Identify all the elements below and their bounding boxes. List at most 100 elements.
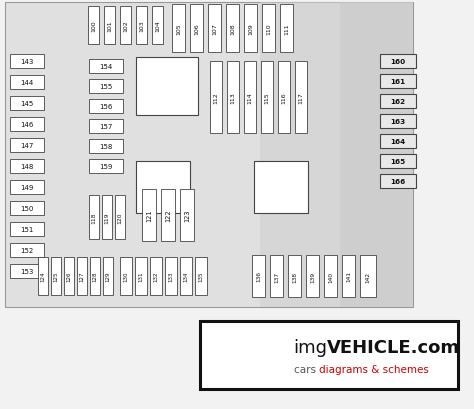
Text: 116: 116 xyxy=(282,92,286,103)
Text: 162: 162 xyxy=(391,99,406,105)
Bar xyxy=(262,5,275,53)
Text: 151: 151 xyxy=(20,227,34,232)
Bar xyxy=(10,160,44,173)
Text: 113: 113 xyxy=(230,92,236,103)
Text: 142: 142 xyxy=(365,271,371,282)
Bar xyxy=(88,7,99,45)
Bar xyxy=(288,255,301,297)
Text: 160: 160 xyxy=(391,59,406,65)
Text: 128: 128 xyxy=(92,271,98,281)
Bar xyxy=(172,5,185,53)
Bar xyxy=(136,7,147,45)
Text: 156: 156 xyxy=(100,104,113,110)
Bar xyxy=(342,255,355,297)
Text: 109: 109 xyxy=(248,23,253,35)
Text: cars: cars xyxy=(294,364,319,374)
Text: 138: 138 xyxy=(292,271,297,282)
Bar xyxy=(5,3,413,307)
Text: 122: 122 xyxy=(165,209,171,222)
Bar xyxy=(280,5,293,53)
Text: 126: 126 xyxy=(66,271,72,281)
Bar xyxy=(200,321,458,389)
Bar xyxy=(64,257,74,295)
Bar xyxy=(306,255,319,297)
Bar xyxy=(270,255,283,297)
Bar xyxy=(38,257,48,295)
Text: 115: 115 xyxy=(264,92,270,103)
Bar xyxy=(252,255,265,297)
Bar xyxy=(10,76,44,90)
Text: 143: 143 xyxy=(20,59,34,65)
Bar xyxy=(90,257,100,295)
Text: 150: 150 xyxy=(20,205,34,211)
Text: 157: 157 xyxy=(100,124,113,130)
Text: 145: 145 xyxy=(20,101,34,107)
Text: 100: 100 xyxy=(91,20,96,32)
Bar xyxy=(10,243,44,257)
Bar xyxy=(208,5,221,53)
Bar xyxy=(380,75,416,89)
Polygon shape xyxy=(260,3,413,307)
Bar xyxy=(135,257,147,295)
Bar xyxy=(10,202,44,216)
Bar xyxy=(136,162,190,213)
Bar xyxy=(195,257,207,295)
Text: 164: 164 xyxy=(391,139,406,145)
Text: 112: 112 xyxy=(213,92,219,103)
Bar xyxy=(77,257,87,295)
Text: diagrams & schemes: diagrams & schemes xyxy=(319,364,429,374)
Text: 103: 103 xyxy=(139,20,144,32)
Bar xyxy=(89,120,123,134)
Text: 130: 130 xyxy=(124,271,128,281)
Bar xyxy=(161,189,175,241)
Text: 125: 125 xyxy=(54,271,58,281)
Bar xyxy=(150,257,162,295)
Text: 102: 102 xyxy=(123,20,128,32)
Bar xyxy=(226,5,239,53)
Bar xyxy=(261,62,273,134)
Text: 110: 110 xyxy=(266,23,271,35)
Bar xyxy=(180,189,194,241)
Text: 165: 165 xyxy=(391,159,406,164)
Bar xyxy=(380,155,416,169)
Text: 105: 105 xyxy=(176,23,181,35)
Text: 119: 119 xyxy=(104,212,109,223)
Bar xyxy=(120,257,132,295)
Bar xyxy=(89,160,123,173)
Text: 154: 154 xyxy=(100,64,113,70)
Text: 139: 139 xyxy=(310,271,315,282)
Bar xyxy=(102,196,112,239)
Bar xyxy=(10,118,44,132)
Text: VEHICLE.com: VEHICLE.com xyxy=(327,338,460,356)
Text: 129: 129 xyxy=(106,271,110,281)
Text: img: img xyxy=(293,338,327,356)
Bar xyxy=(227,62,239,134)
Text: 146: 146 xyxy=(20,122,34,128)
Text: 166: 166 xyxy=(391,179,406,184)
Bar xyxy=(380,55,416,69)
Text: 134: 134 xyxy=(183,271,189,281)
Text: 159: 159 xyxy=(100,164,113,170)
Text: 117: 117 xyxy=(299,92,303,103)
Text: 120: 120 xyxy=(118,212,122,223)
Text: 141: 141 xyxy=(346,271,351,282)
Text: 131: 131 xyxy=(138,271,144,281)
Bar xyxy=(380,135,416,148)
Polygon shape xyxy=(340,3,413,307)
Text: 106: 106 xyxy=(194,23,199,35)
Bar xyxy=(360,255,376,297)
Text: 108: 108 xyxy=(230,23,235,35)
Text: 148: 148 xyxy=(20,164,34,170)
Bar xyxy=(210,62,222,134)
Bar xyxy=(244,5,257,53)
Bar xyxy=(380,115,416,129)
Bar xyxy=(380,95,416,109)
Bar xyxy=(10,139,44,153)
Bar xyxy=(10,222,44,236)
Text: 155: 155 xyxy=(100,84,113,90)
Text: 135: 135 xyxy=(199,271,203,281)
Bar xyxy=(295,62,307,134)
Text: 153: 153 xyxy=(20,268,34,274)
Bar xyxy=(115,196,125,239)
Bar xyxy=(89,60,123,74)
